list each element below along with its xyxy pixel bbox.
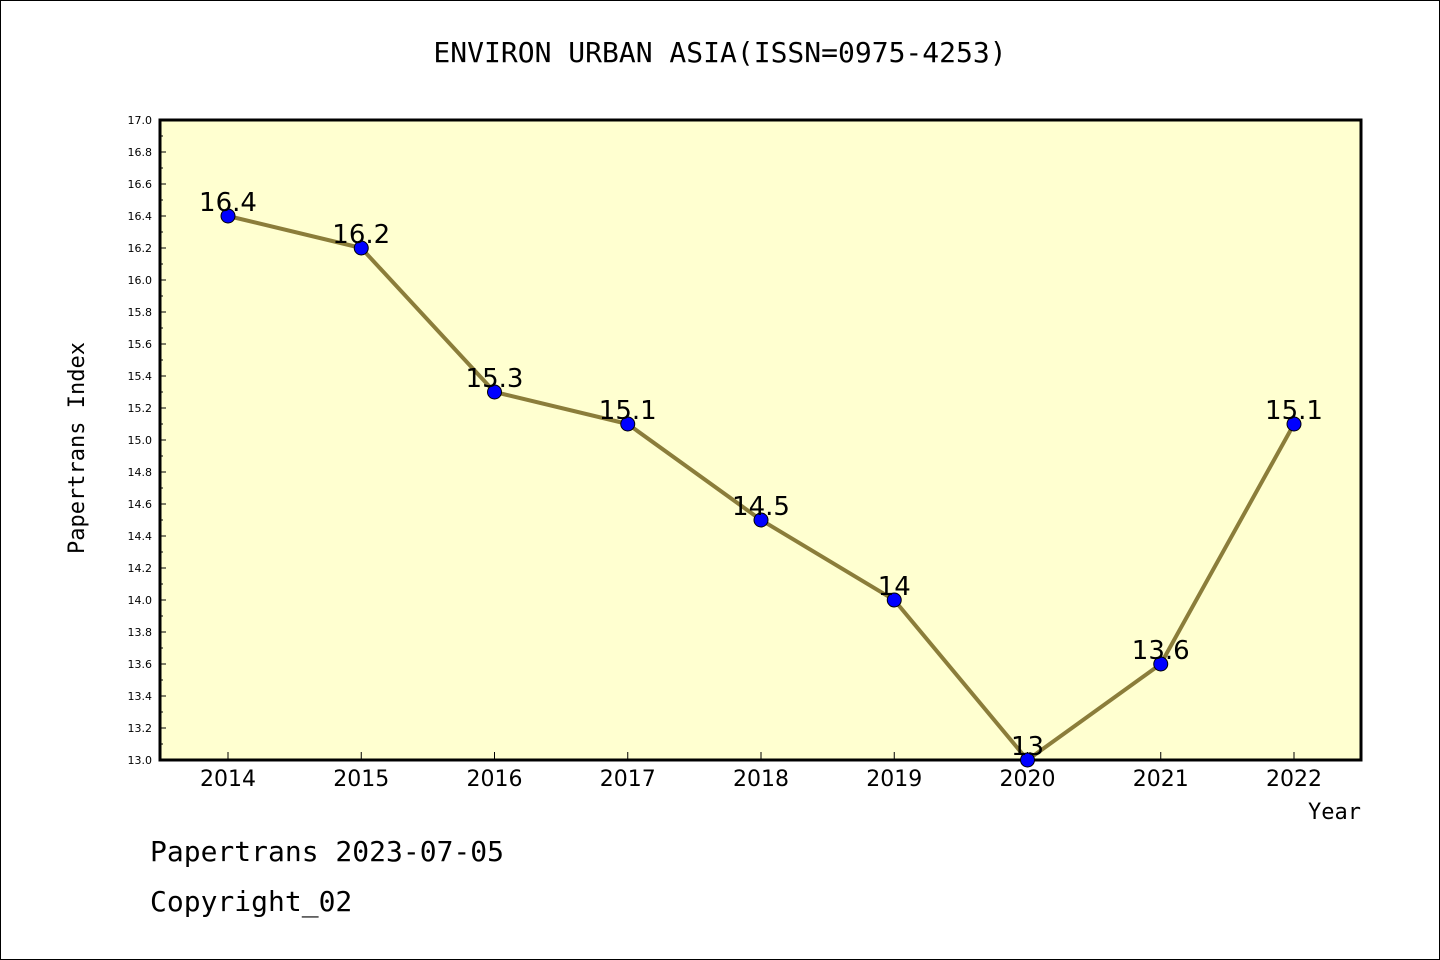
series-group (220, 208, 1302, 768)
y-tick-label: 16.8 (128, 146, 153, 159)
data-point (220, 208, 236, 224)
y-tick-label: 13.8 (128, 626, 153, 639)
y-tick-label: 13.4 (128, 690, 153, 703)
y-tick-label: 14.0 (128, 594, 153, 607)
data-label: 15.3 (466, 364, 524, 394)
footer-copyright: Copyright_02 (150, 885, 353, 918)
y-tick-label: 16.4 (128, 210, 153, 223)
chart-title: ENVIRON URBAN ASIA(ISSN=0975-4253) (433, 36, 1007, 69)
y-tick-label: 15.6 (128, 338, 153, 351)
y-tick-label: 16.6 (128, 178, 153, 191)
data-point (1020, 752, 1035, 768)
x-tick-label: 2022 (1266, 767, 1322, 792)
x-tick-label: 2015 (333, 767, 389, 792)
data-label: 16.4 (199, 188, 257, 218)
y-axis-label: Papertrans Index (65, 342, 90, 554)
x-tick-label: 2020 (1000, 767, 1056, 792)
data-point (487, 384, 502, 400)
x-tick-label: 2021 (1133, 767, 1189, 792)
y-tick-label: 15.8 (128, 306, 153, 319)
data-label: 14.5 (732, 492, 790, 522)
y-axis: 13.0 13.2 13.4 13.6 13.8 14.0 14.2 14.4 14.6 14.8… (128, 114, 166, 767)
y-tick-label: 16.2 (128, 242, 153, 255)
y-tick-label: 14.8 (128, 466, 153, 479)
x-axis: 2014 2015 2016 2017 2018 2019 2020 2021 2022 (200, 752, 1322, 792)
y-tick-label: 14.4 (128, 530, 153, 543)
data-label: 13.6 (1132, 636, 1190, 666)
data-label: 13 (1011, 732, 1044, 762)
data-point (620, 416, 636, 432)
x-tick-label: 2016 (467, 767, 523, 792)
y-tick-label: 13.6 (128, 658, 153, 671)
x-tick-label: 2017 (600, 767, 656, 792)
data-label: 14 (878, 572, 911, 602)
footer-date: Papertrans 2023-07-05 (150, 835, 505, 868)
x-tick-label: 2018 (733, 767, 789, 792)
data-point (1153, 656, 1169, 672)
data-label: 15.1 (599, 396, 657, 426)
data-label: 15.1 (1265, 396, 1323, 426)
plot-area (158, 118, 1363, 762)
y-tick-label: 13.2 (128, 722, 153, 735)
data-label: 16.2 (332, 220, 390, 250)
y-tick-label: 13.0 (128, 754, 153, 767)
y-tick-label: 14.6 (128, 498, 153, 511)
x-axis-label: Year (1308, 800, 1361, 825)
data-labels: 16.4 16.2 15.3 15.1 14.5 14 13 13.6 15.1 (199, 188, 1323, 762)
x-tick-label: 2014 (200, 767, 256, 792)
data-point (886, 592, 902, 608)
y-tick-label: 16.0 (128, 274, 153, 287)
data-point (1286, 416, 1302, 432)
y-tick-label: 15.2 (128, 402, 153, 415)
y-tick-label: 17.0 (128, 114, 153, 127)
data-point (353, 240, 369, 256)
y-tick-label: 15.0 (128, 434, 153, 447)
y-tick-label: 15.4 (128, 370, 153, 383)
data-point (753, 512, 769, 528)
x-tick-label: 2019 (866, 767, 922, 792)
y-tick-label: 14.2 (128, 562, 153, 575)
